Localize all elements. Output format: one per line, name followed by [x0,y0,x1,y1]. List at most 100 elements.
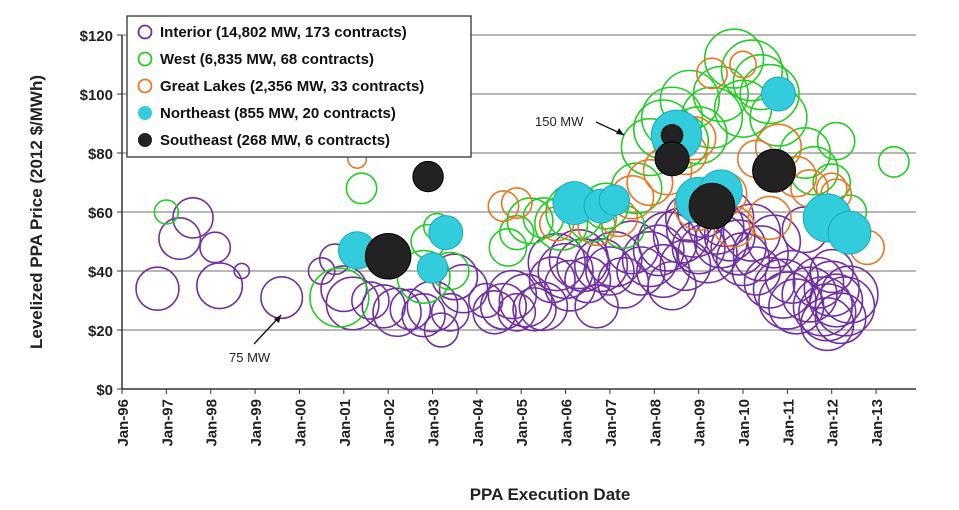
legend-marker [137,51,153,67]
legend-marker [137,24,153,40]
x-tick-label: Jan-99 [248,399,265,447]
data-point [800,297,855,352]
x-tick-label: Jan-03 [426,399,443,447]
data-point [792,256,845,309]
data-point [632,224,685,277]
data-point [233,262,251,280]
data-point [158,216,202,261]
data-point [820,265,879,324]
series-0 [135,186,879,352]
legend-marker [138,133,152,147]
data-point [309,267,370,328]
data-point [636,243,691,299]
y-tick-labels: $0 $20 $40 $60 $80 $100 $120 [80,28,113,399]
data-point [761,76,796,112]
x-axis-title: PPA Execution Date [470,485,631,504]
bubbles-layer [135,28,910,352]
y-tick-label: $60 [88,205,113,222]
x-tick-label: Jan-12 [825,399,842,447]
y-tick-label: $0 [96,382,113,399]
x-tick-label: Jan-05 [514,399,531,447]
data-point [416,252,449,284]
data-point [325,276,380,331]
data-point [809,273,864,328]
data-point [487,269,538,320]
annotation-arrowhead [274,315,281,323]
legend-label: Northeast (855 MW, 20 contracts) [160,105,396,122]
annotation-label: 150 MW [535,114,584,129]
data-point [654,141,690,177]
data-point [692,65,749,123]
x-tick-label: Jan-07 [603,399,620,447]
data-point [518,281,569,332]
data-point [497,292,537,332]
x-tick-label: Jan-10 [736,399,753,447]
data-point [512,287,557,332]
data-point [372,287,422,338]
legend-label: Interior (14,802 MW, 173 contracts) [160,24,407,41]
x-tick-label: Jan-96 [115,399,132,447]
data-point [479,282,528,330]
axes [117,34,916,394]
data-point [537,242,594,300]
x-tick-label: Jan-02 [381,399,398,447]
data-point [626,158,674,207]
data-point [722,203,782,262]
data-point [573,238,629,293]
legend-label: Southeast (268 MW, 6 contracts) [160,132,390,149]
x-tick-label: Jan-11 [780,399,797,446]
x-tick-label: Jan-04 [470,398,487,446]
x-tick-label: Jan-06 [559,399,576,447]
legend-box [126,15,472,158]
data-point [816,121,856,161]
data-point [585,246,635,296]
legend-marker [137,78,153,94]
legend-label: West (6,835 MW, 68 contracts) [160,51,374,68]
data-point [621,231,679,288]
x-tick-label: Jan-01 [337,399,354,447]
y-axis-title: Levelized PPA Price (2012 $/MWh) [27,75,46,349]
data-point [428,215,464,251]
data-point [729,50,757,79]
x-tick-label: Jan-09 [692,399,709,447]
y-tick-label: $40 [88,264,113,281]
annotations: 150 MW 75 MW [229,114,625,365]
data-point [814,276,876,337]
x-tick-labels: Jan-96 Jan-97 Jan-98 Jan-99 Jan-00 Jan-01 Jan-… [115,398,886,446]
x-tick-label: Jan-97 [159,399,176,447]
data-point [688,182,736,230]
data-point [695,57,728,90]
series-4 [364,124,797,280]
data-point [877,145,910,178]
data-point [199,231,232,264]
data-point [153,199,180,225]
y-tick-label: $100 [80,87,113,104]
data-point [438,263,489,314]
x-tick-label: Jan-13 [869,399,886,447]
data-point [731,246,782,296]
data-point [472,290,517,335]
data-point [172,197,214,239]
data-point [827,210,872,255]
y-tick-label: $80 [88,146,113,163]
data-point [739,63,800,125]
data-point [500,187,533,220]
x-tick-label: Jan-08 [647,399,664,447]
x-tick-label: Jan-00 [292,399,309,447]
data-point [135,266,180,311]
data-point [752,148,797,193]
data-point [747,195,792,241]
data-point [574,284,619,329]
annotation-label: 75 MW [229,350,271,365]
data-point [487,190,520,223]
data-point [605,220,660,275]
data-point [361,284,406,329]
data-point [598,184,631,216]
data-point [732,225,789,282]
data-point [720,39,784,102]
data-point [498,273,553,328]
data-point [389,288,432,331]
data-point [260,275,304,320]
data-point [364,232,412,280]
